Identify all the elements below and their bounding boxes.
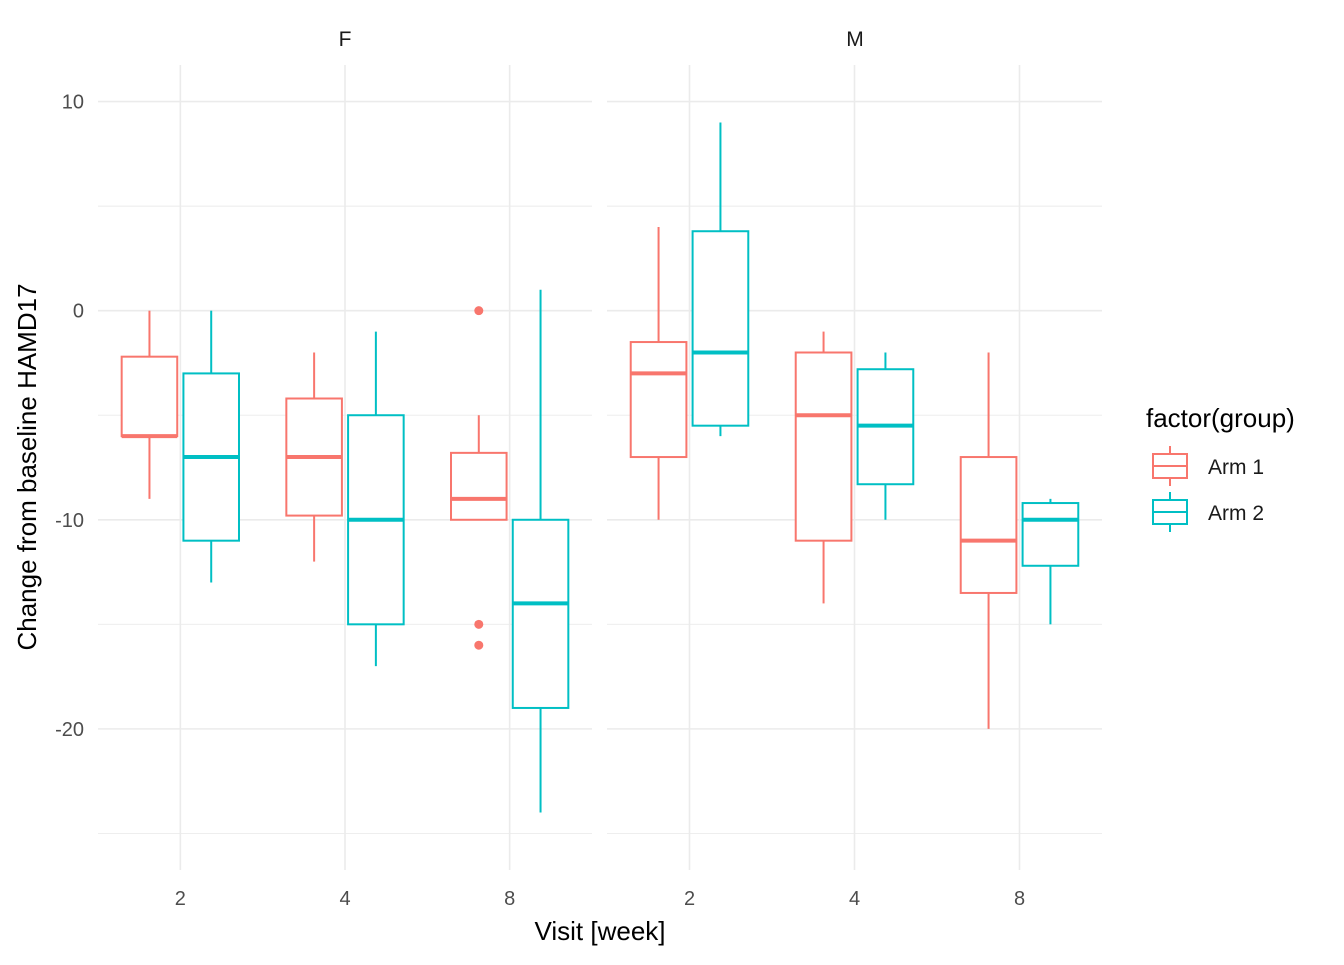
y-axis-title: Change from baseline HAMD17 [12, 283, 42, 650]
box-arm-2-m-week-8 [1021, 498, 1080, 625]
box-arm-1-m-week-4 [794, 331, 853, 604]
box-layer [120, 122, 1080, 813]
box-arm-1-m-week-8 [959, 352, 1018, 729]
outlier-point [474, 619, 484, 629]
y-tick-label: -10 [55, 510, 84, 532]
x-tick-label: 8 [504, 888, 515, 910]
box-iqr [450, 451, 508, 521]
legend-entry-arm-2: Arm 2 [1152, 492, 1264, 532]
legend-label: Arm 1 [1208, 456, 1264, 479]
box-iqr [959, 456, 1018, 594]
x-tick-label: 4 [339, 888, 350, 910]
box-arm-2-m-week-4 [856, 352, 915, 520]
box-iqr [120, 355, 179, 438]
box-arm-2-f-week-2 [182, 310, 240, 583]
box-iqr [511, 518, 570, 709]
box-arm-1-f-week-2 [120, 310, 179, 499]
box-arm-2-f-week-8 [511, 289, 570, 813]
box-iqr [629, 341, 688, 459]
facet-label-f: F [339, 28, 352, 51]
box-iqr [794, 351, 853, 542]
box-arm-2-f-week-4 [347, 331, 405, 667]
y-tick-label: 0 [73, 301, 84, 323]
facet-label-m: M [846, 28, 864, 51]
y-tick-label: -20 [55, 719, 84, 741]
x-tick-label: 2 [684, 888, 695, 910]
x-tick-label: 2 [175, 888, 186, 910]
box-arm-1-m-week-2 [629, 227, 688, 520]
grid-layer [98, 65, 1102, 870]
box-arm-1-f-week-8 [450, 306, 508, 650]
legend-label: Arm 2 [1208, 502, 1264, 525]
outlier-point [474, 640, 484, 650]
box-iqr [1021, 502, 1080, 567]
legend-title: factor(group) [1146, 403, 1295, 433]
x-axis-title: Visit [week] [534, 916, 665, 946]
legend-entry-arm-1: Arm 1 [1152, 446, 1264, 486]
outlier-point [474, 306, 484, 316]
y-tick-label: 10 [62, 92, 84, 114]
box-arm-1-f-week-4 [285, 352, 343, 562]
label-layer: F M Visit [week] Change from baseline HA… [12, 28, 1295, 946]
box-arm-2-m-week-2 [691, 122, 750, 437]
x-tick-label: 4 [849, 888, 860, 910]
x-tick-label: 8 [1014, 888, 1025, 910]
legend: Arm 1 Arm 2 [1152, 446, 1264, 532]
box-iqr [691, 230, 750, 427]
